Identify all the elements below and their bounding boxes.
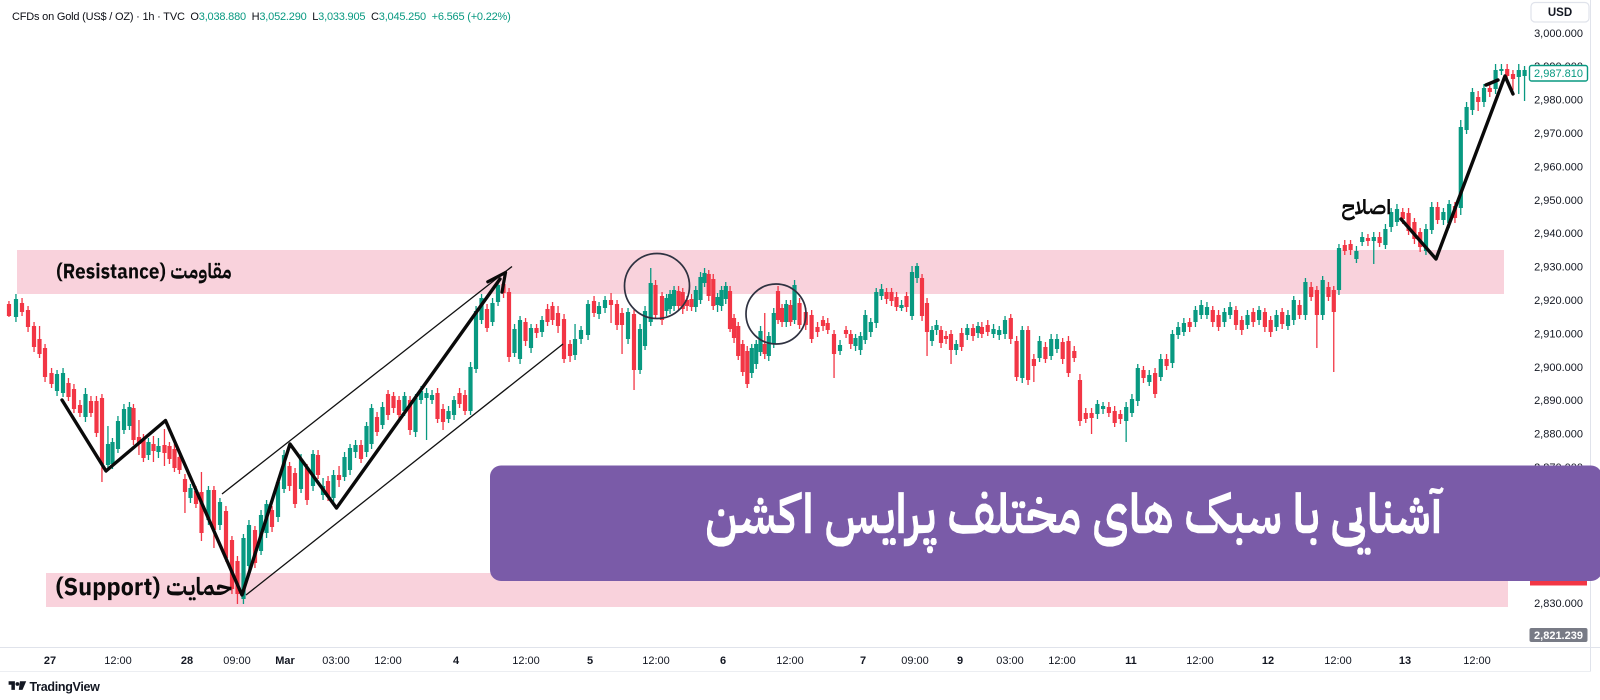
svg-text:2,920.000: 2,920.000 [1534,295,1583,307]
svg-text:2,930.000: 2,930.000 [1534,262,1583,274]
svg-text:09:00: 09:00 [223,655,251,667]
svg-text:3,000.000: 3,000.000 [1534,28,1583,40]
svg-text:2,987.810: 2,987.810 [1534,68,1583,80]
svg-text:4: 4 [453,655,460,667]
svg-text:9: 9 [957,655,963,667]
svg-text:28: 28 [181,655,193,667]
svg-text:12:00: 12:00 [374,655,402,667]
svg-text:Mar: Mar [275,655,295,667]
svg-text:7: 7 [860,655,866,667]
svg-text:03:00: 03:00 [996,655,1024,667]
svg-text:2,830.000: 2,830.000 [1534,598,1583,610]
svg-text:2,821.239: 2,821.239 [1534,630,1583,642]
svg-text:12:00: 12:00 [776,655,804,667]
svg-text:12:00: 12:00 [1463,655,1491,667]
svg-text:2,960.000: 2,960.000 [1534,161,1583,173]
svg-text:USD: USD [1548,7,1572,19]
svg-text:13: 13 [1399,655,1411,667]
svg-text:12: 12 [1262,655,1274,667]
svg-text:12:00: 12:00 [1048,655,1076,667]
svg-text:2,890.000: 2,890.000 [1534,395,1583,407]
svg-text:2,950.000: 2,950.000 [1534,195,1583,207]
svg-text:2,970.000: 2,970.000 [1534,128,1583,140]
svg-text:12:00: 12:00 [642,655,670,667]
svg-text:09:00: 09:00 [901,655,929,667]
svg-text:2,900.000: 2,900.000 [1534,362,1583,374]
svg-text:2,980.000: 2,980.000 [1534,95,1583,107]
svg-text:11: 11 [1125,655,1137,667]
svg-text:12:00: 12:00 [104,655,132,667]
svg-text:27: 27 [44,655,56,667]
svg-text:12:00: 12:00 [1186,655,1214,667]
svg-text:2,910.000: 2,910.000 [1534,328,1583,340]
svg-text:2,880.000: 2,880.000 [1534,429,1583,441]
svg-text:12:00: 12:00 [512,655,540,667]
svg-text:5: 5 [587,655,593,667]
svg-text:CFDs on Gold (US$ / OZ) · 1h ·: CFDs on Gold (US$ / OZ) · 1h · TVC O3,03… [12,11,511,23]
svg-text:12:00: 12:00 [1324,655,1352,667]
svg-text:6: 6 [720,655,726,667]
svg-text:TradingView: TradingView [30,680,101,694]
svg-text:2,940.000: 2,940.000 [1534,228,1583,240]
svg-text:03:00: 03:00 [322,655,350,667]
